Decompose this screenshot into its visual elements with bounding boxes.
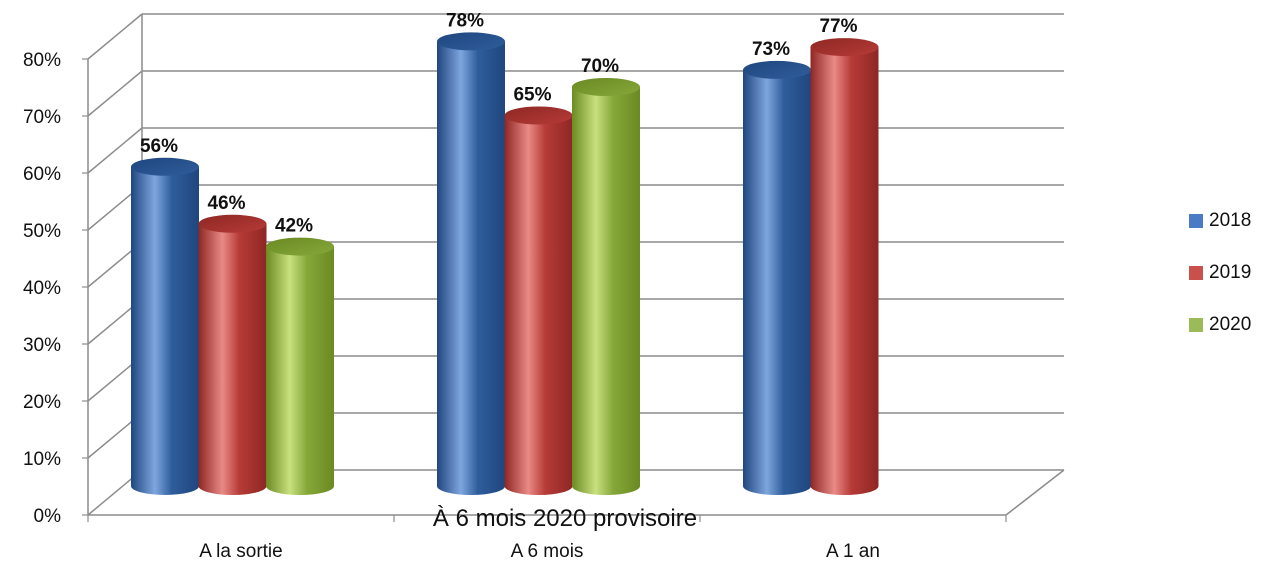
bar-2019-2 xyxy=(810,38,879,495)
data-label: 46% xyxy=(207,193,245,214)
data-label: 70% xyxy=(581,56,619,77)
legend-swatch-2019 xyxy=(1189,266,1203,280)
legend-swatch-2020 xyxy=(1189,318,1203,332)
legend-label: 2018 xyxy=(1209,210,1252,231)
y-tick-label: 50% xyxy=(23,221,61,242)
x-tick-label: A 6 mois xyxy=(511,541,584,562)
bar-top xyxy=(743,60,811,79)
bars xyxy=(131,32,879,496)
data-label: 56% xyxy=(140,136,178,157)
bar-2019-1 xyxy=(504,106,573,495)
bar-top xyxy=(131,157,199,176)
legend-swatch-2018 xyxy=(1189,214,1203,228)
bar-top xyxy=(572,78,640,96)
bar-body xyxy=(572,87,640,495)
data-label: 73% xyxy=(752,39,790,60)
bar-top xyxy=(437,32,505,51)
bar-2018-1 xyxy=(437,32,505,496)
x-tick-label: A la sortie xyxy=(199,541,282,562)
gridline-diagonal xyxy=(87,70,143,117)
data-label: 77% xyxy=(819,16,857,37)
bar-2018-2 xyxy=(743,60,811,496)
bar-2020-1 xyxy=(572,78,640,495)
floor-edge xyxy=(1005,469,1065,516)
bar-top xyxy=(504,106,573,125)
bar-body xyxy=(266,246,334,495)
data-label: 65% xyxy=(513,85,551,106)
gridline-diagonal xyxy=(87,127,143,174)
bar-top xyxy=(198,214,267,233)
bar-body xyxy=(743,69,811,496)
bar-top xyxy=(266,237,334,256)
legend-item-2020: 2020 xyxy=(1189,314,1252,335)
y-tick-label: 70% xyxy=(23,107,61,128)
gridline-diagonal xyxy=(87,13,143,60)
bar-body xyxy=(810,47,879,495)
chart-annotation: À 6 mois 2020 provisoire xyxy=(433,505,697,532)
bar-top xyxy=(810,38,879,57)
bar-2020-0 xyxy=(266,237,334,495)
bar-body xyxy=(437,41,505,496)
bar-body xyxy=(198,223,267,496)
y-tick-label: 10% xyxy=(23,449,61,470)
y-tick-label: 40% xyxy=(23,278,61,299)
y-tick-label: 60% xyxy=(23,164,61,185)
legend-item-2019: 2019 xyxy=(1189,262,1252,283)
y-tick-label: 80% xyxy=(23,50,61,71)
y-tick-label: 30% xyxy=(23,335,61,356)
bar-body xyxy=(504,115,573,495)
data-label: 42% xyxy=(275,216,313,237)
chart-axes: 0% 10% 20% 30% 40% 50% 60% 70% 80% A la sortie A 6… xyxy=(23,14,1065,562)
y-tick-label: 0% xyxy=(34,506,62,527)
bar-2019-0 xyxy=(198,214,267,496)
data-label: 78% xyxy=(446,10,484,31)
bar-2018-0 xyxy=(131,157,199,495)
legend-item-2018: 2018 xyxy=(1189,210,1252,231)
y-tick-label: 20% xyxy=(23,392,61,413)
legend-label: 2019 xyxy=(1209,262,1252,283)
legend-label: 2020 xyxy=(1209,314,1252,335)
data-labels: 56% 78% 73% 46% 65% 77% 42% 70% xyxy=(140,10,858,236)
bar-body xyxy=(131,166,199,495)
x-tick-label: A 1 an xyxy=(826,541,880,562)
legend: 2018 2019 2020 xyxy=(1189,210,1252,335)
